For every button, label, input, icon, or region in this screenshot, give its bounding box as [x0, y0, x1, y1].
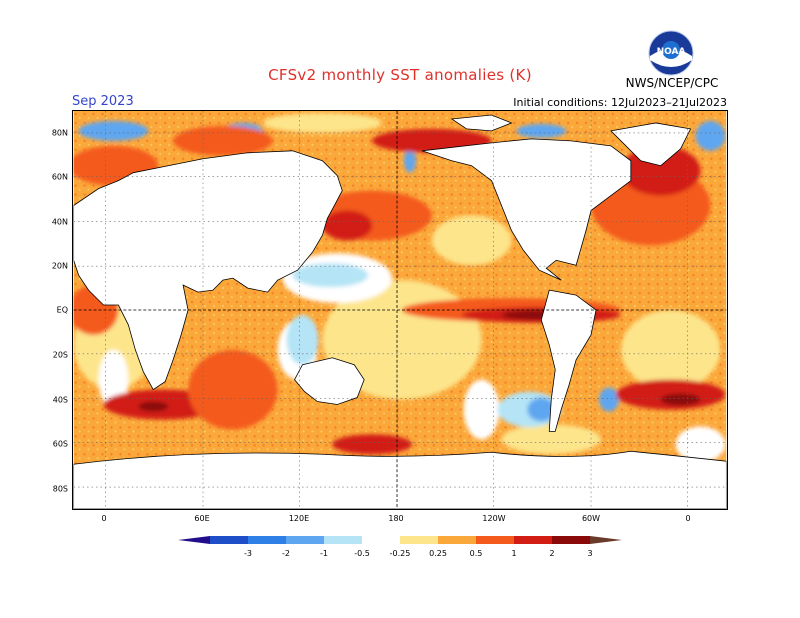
colorbar-swatch	[476, 536, 514, 544]
colorbar-label: -1	[320, 549, 328, 558]
colorbar-label: 2	[549, 549, 554, 558]
forecast-month: Sep 2023	[72, 94, 134, 109]
land-masses	[73, 114, 692, 432]
colorbar-swatch	[552, 536, 590, 544]
lat-label: 60S	[52, 439, 68, 449]
anomaly-field	[73, 111, 727, 509]
lon-label: 120E	[288, 514, 310, 523]
lon-label: 60W	[581, 514, 601, 523]
colorbar-label: -0.5	[354, 549, 370, 558]
colorbar-max-arrow	[590, 536, 622, 544]
chart-title: CFSv2 monthly SST anomalies (K)	[268, 66, 532, 84]
graticule	[73, 111, 727, 509]
colorbar-swatch	[286, 536, 324, 544]
lat-label: 20S	[52, 350, 68, 360]
colorbar-label: -0.25	[390, 549, 411, 558]
lat-label: 80N	[51, 128, 68, 138]
lat-label: 40S	[52, 395, 68, 405]
colorbar-min-arrow	[178, 536, 210, 544]
colorbar-label: -2	[282, 549, 290, 558]
colorbar-label: 1	[511, 549, 516, 558]
noaa-logo-text: NOAA	[657, 47, 686, 57]
noaa-logo: NOAA	[648, 30, 694, 76]
colorbar-label: 3	[587, 549, 592, 558]
initial-conditions: Initial conditions: 12Jul2023–21Jul2023	[513, 96, 727, 109]
colorbar-swatch	[324, 536, 362, 544]
colorbar-swatch	[248, 536, 286, 544]
sst-anomaly-map	[72, 110, 728, 510]
colorbar-swatch	[514, 536, 552, 544]
colorbar-swatch	[400, 536, 438, 544]
lat-label: EQ	[56, 305, 68, 315]
colorbar-swatch	[438, 536, 476, 544]
colorbar-label: -3	[244, 549, 252, 558]
colorbar: -3 -2 -1 -0.5 -0.25 0.25 0.5 1 2 3	[178, 536, 622, 558]
lat-label: 40N	[51, 217, 68, 227]
colorbar-swatch	[362, 536, 400, 544]
lat-label: 80S	[52, 484, 68, 494]
lat-label: 20N	[51, 261, 68, 271]
colorbar-label: 0.5	[470, 549, 483, 558]
lon-label: 60E	[194, 514, 210, 523]
agency-label: NWS/NCEP/CPC	[625, 76, 719, 90]
lon-label: 0	[685, 514, 691, 523]
colorbar-swatch	[210, 536, 248, 544]
lon-label: 120W	[482, 514, 506, 523]
lat-label: 60N	[51, 172, 68, 182]
antarctica	[73, 450, 727, 509]
lon-label: 180	[388, 514, 404, 523]
colorbar-label: 0.25	[429, 549, 447, 558]
lon-label: 0	[101, 514, 107, 523]
